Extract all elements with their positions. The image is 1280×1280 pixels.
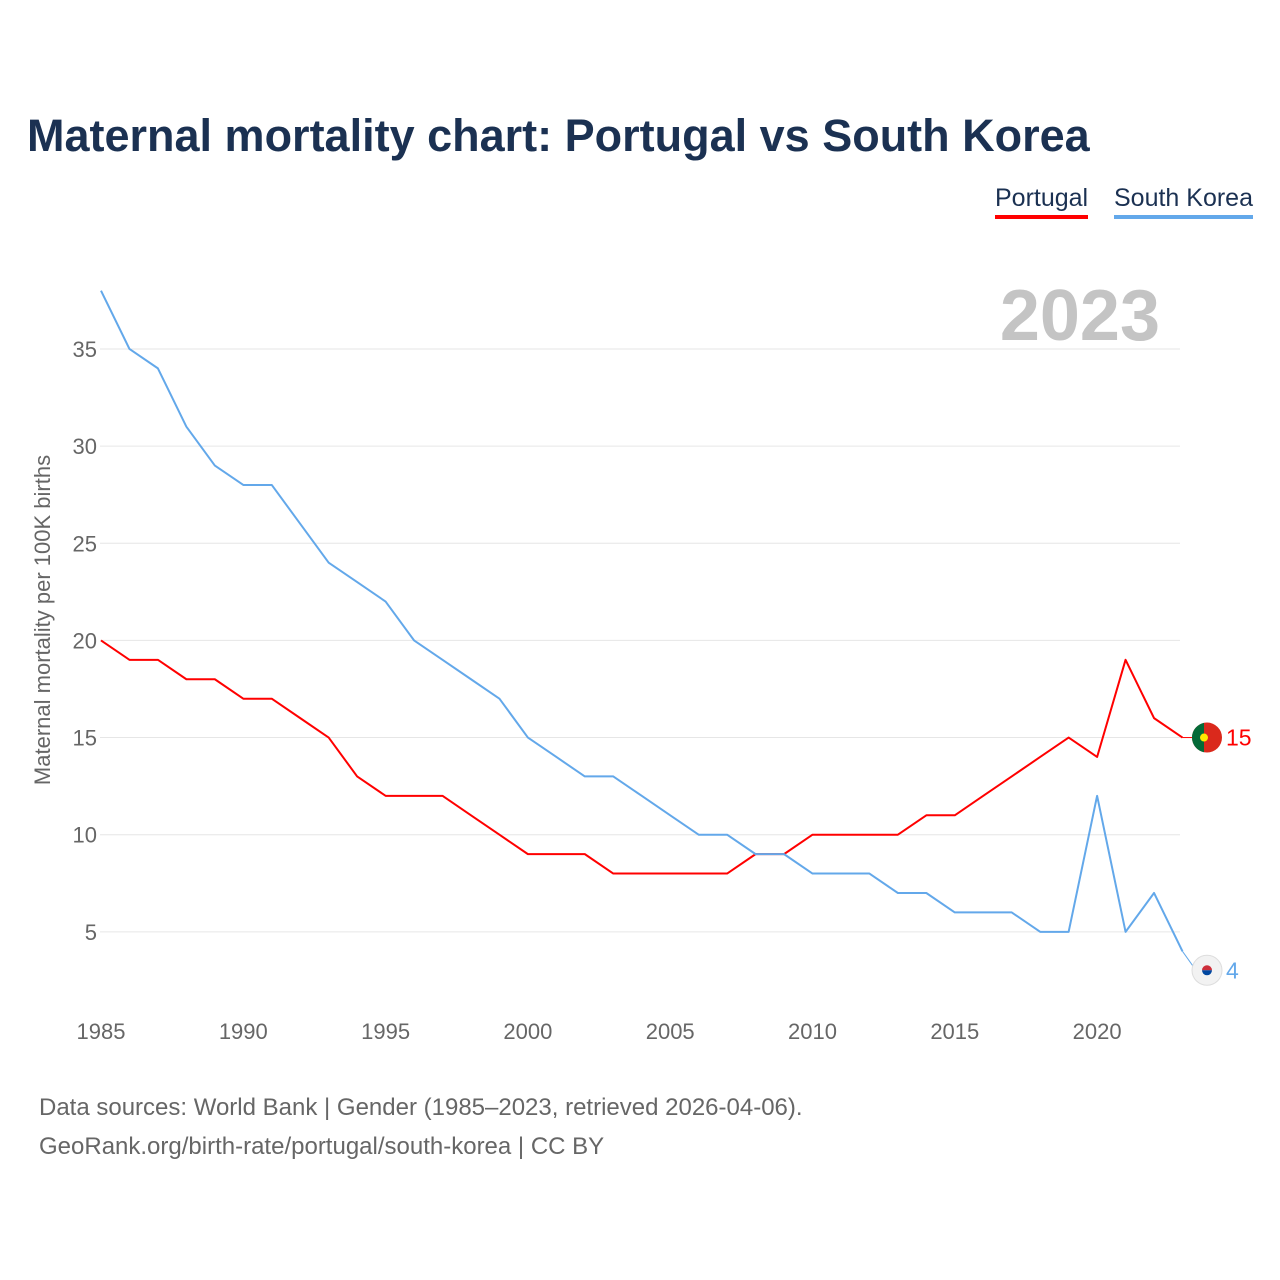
y-tick-label: 10 (73, 823, 97, 848)
y-tick-label: 35 (73, 337, 97, 362)
x-tick-label: 2015 (930, 1019, 979, 1044)
legend-south-korea[interactable]: South Korea (1114, 184, 1253, 219)
source-line-2[interactable]: GeoRank.org/birth-rate/portugal/south-ko… (39, 1133, 605, 1160)
south-korea-flag-blue (1202, 970, 1212, 976)
x-tick-label: 1990 (219, 1019, 268, 1044)
y-tick-label: 30 (73, 434, 97, 459)
x-tick-label: 1995 (361, 1019, 410, 1044)
end-value-label: 4 (1226, 957, 1239, 983)
source-note: Data sources: World Bank | Gender (1985–… (39, 1088, 803, 1166)
y-tick-label: 15 (73, 726, 97, 751)
portugal-flag-emblem (1200, 733, 1208, 742)
portugal-flag-green (1192, 722, 1204, 753)
series-line-portugal (100, 639, 1184, 875)
y-tick-label: 25 (73, 531, 97, 556)
x-tick-label: 2020 (1073, 1019, 1122, 1044)
x-tick-label: 1985 (77, 1019, 126, 1044)
south-korea-flag-red (1202, 965, 1212, 971)
legend-portugal[interactable]: Portugal (995, 184, 1089, 219)
x-tick-label: 2010 (788, 1019, 837, 1044)
y-tick-label: 20 (73, 628, 97, 653)
series-line-south-korea (100, 290, 1184, 952)
year-watermark: 2023 (1000, 276, 1160, 356)
y-axis-label: Maternal mortality per 100K births (30, 455, 55, 785)
y-tick-label: 5 (85, 920, 97, 945)
source-line-1: Data sources: World Bank | Gender (1985–… (39, 1094, 803, 1121)
x-tick-label: 2005 (646, 1019, 695, 1044)
x-tick-label: 2000 (503, 1019, 552, 1044)
end-value-label: 15 (1226, 725, 1252, 751)
chart-title: Maternal mortality chart: Portugal vs So… (27, 110, 1090, 161)
